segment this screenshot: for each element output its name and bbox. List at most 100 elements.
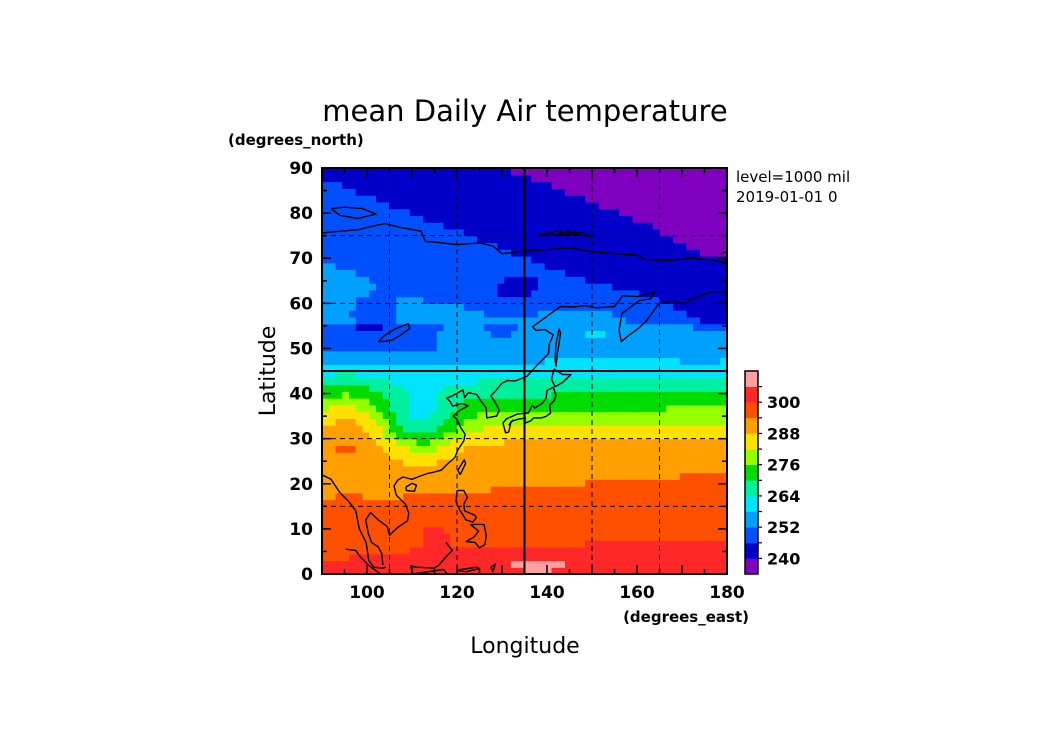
field-cell bbox=[538, 215, 546, 223]
field-cell bbox=[342, 228, 350, 237]
field-cell bbox=[403, 431, 411, 440]
field-cell bbox=[322, 195, 330, 203]
field-cell bbox=[328, 384, 337, 392]
x-tick-label: 140 bbox=[529, 583, 565, 603]
field-cell bbox=[450, 289, 458, 298]
field-cell bbox=[335, 479, 343, 487]
field-cell bbox=[335, 208, 343, 216]
field-cell bbox=[605, 526, 613, 534]
field-cell bbox=[335, 377, 343, 386]
field-cell bbox=[322, 235, 330, 244]
field-cell bbox=[362, 458, 370, 467]
field-cell bbox=[443, 208, 451, 216]
field-cell bbox=[389, 384, 397, 392]
field-cell bbox=[571, 425, 580, 433]
field-cell bbox=[517, 330, 526, 338]
field-cell bbox=[328, 350, 337, 359]
field-cell bbox=[700, 181, 708, 189]
field-cell bbox=[571, 181, 580, 189]
field-cell bbox=[436, 330, 445, 338]
field-cell bbox=[693, 364, 701, 372]
field-cell bbox=[423, 208, 431, 216]
field-cell bbox=[490, 330, 499, 338]
field-cell bbox=[382, 310, 391, 318]
field-cell bbox=[659, 222, 667, 230]
field-cell bbox=[706, 519, 715, 528]
field-cell bbox=[463, 303, 472, 311]
field-cell bbox=[490, 215, 499, 223]
field-cell bbox=[679, 519, 688, 528]
field-cell bbox=[565, 458, 573, 467]
field-cell bbox=[423, 283, 431, 291]
field-cell bbox=[551, 499, 559, 507]
field-cell bbox=[504, 343, 512, 352]
field-cell bbox=[436, 425, 445, 433]
field-cell bbox=[470, 343, 478, 352]
field-cell bbox=[322, 425, 330, 433]
field-cell bbox=[538, 398, 546, 406]
field-cell bbox=[430, 323, 438, 331]
field-cell bbox=[551, 492, 559, 501]
field-cell bbox=[355, 323, 364, 331]
field-cell bbox=[612, 316, 620, 325]
field-cell bbox=[369, 384, 377, 392]
field-cell bbox=[389, 431, 397, 440]
field-cell bbox=[484, 465, 492, 474]
field-cell bbox=[335, 546, 343, 555]
coastline-path bbox=[455, 489, 478, 523]
field-cell bbox=[666, 465, 674, 474]
field-cell bbox=[531, 533, 539, 541]
field-cell bbox=[700, 384, 708, 392]
field-cell bbox=[592, 330, 600, 338]
field-cell bbox=[504, 418, 512, 426]
field-cell bbox=[585, 472, 593, 480]
field-cell bbox=[592, 526, 600, 534]
field-cell bbox=[477, 472, 485, 480]
field-cell bbox=[679, 567, 688, 574]
field-cell bbox=[646, 486, 654, 494]
field-cell bbox=[524, 310, 532, 318]
field-cell bbox=[544, 438, 553, 447]
field-cell bbox=[693, 445, 701, 453]
field-cell bbox=[328, 465, 337, 474]
field-cell bbox=[376, 438, 384, 447]
field-cell bbox=[382, 560, 391, 568]
field-cell bbox=[443, 296, 451, 304]
field-cell bbox=[720, 330, 727, 338]
field-cell bbox=[652, 235, 661, 244]
field-cell bbox=[362, 330, 370, 338]
field-cell bbox=[322, 465, 330, 474]
field-cell bbox=[511, 371, 519, 379]
field-cell bbox=[484, 330, 492, 338]
field-cell bbox=[349, 222, 357, 230]
field-cell bbox=[504, 303, 512, 311]
field-cell bbox=[335, 249, 343, 257]
field-cell bbox=[436, 310, 445, 318]
coastline-path bbox=[402, 389, 477, 480]
field-cell bbox=[328, 201, 337, 210]
field-cell bbox=[443, 357, 451, 365]
field-cell bbox=[342, 384, 350, 392]
field-cell bbox=[504, 499, 512, 507]
field-cell bbox=[558, 222, 566, 230]
field-cell bbox=[551, 168, 559, 176]
field-cell bbox=[389, 560, 397, 568]
field-cell bbox=[679, 195, 688, 203]
field-cell bbox=[349, 553, 357, 562]
field-cell bbox=[342, 168, 350, 176]
field-cell bbox=[470, 486, 478, 494]
field-cell bbox=[538, 479, 546, 487]
field-cell bbox=[524, 533, 532, 541]
field-cell bbox=[706, 195, 715, 203]
field-cell bbox=[517, 472, 526, 480]
field-cell bbox=[423, 546, 431, 555]
field-cell bbox=[666, 343, 674, 352]
field-cell bbox=[720, 337, 727, 345]
field-cell bbox=[639, 486, 647, 494]
field-cell bbox=[511, 398, 519, 406]
field-cell bbox=[369, 567, 377, 574]
field-cell bbox=[706, 486, 715, 494]
field-cell bbox=[700, 553, 708, 562]
field-cell bbox=[605, 486, 613, 494]
field-cell bbox=[659, 526, 667, 534]
